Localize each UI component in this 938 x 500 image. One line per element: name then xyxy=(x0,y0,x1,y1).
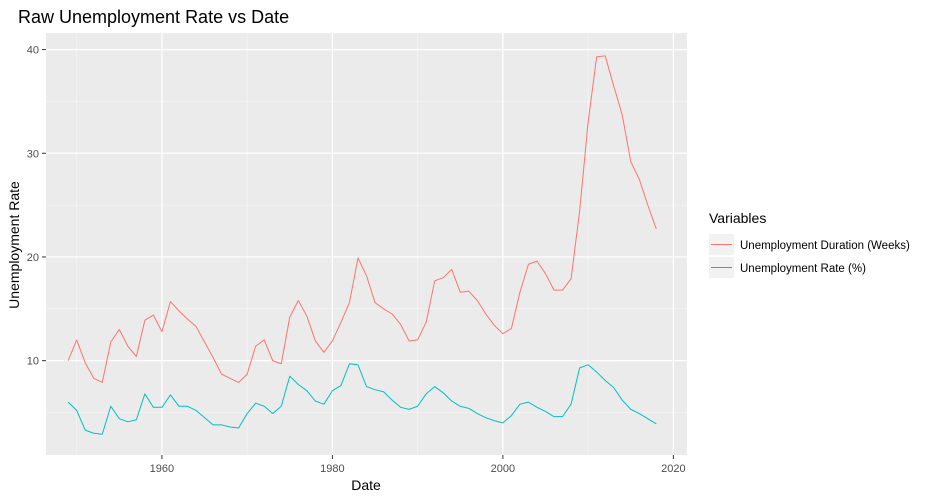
legend-title: Variables xyxy=(709,210,766,226)
y-tick-label: 40 xyxy=(27,45,39,57)
major-gridlines xyxy=(46,33,687,455)
chart-title: Raw Unemployment Rate vs Date xyxy=(18,7,289,27)
plot-panel xyxy=(46,33,687,455)
x-axis-title: Date xyxy=(351,477,381,493)
legend-label-rate: Unemployment Rate (%) xyxy=(740,263,866,275)
series-lines xyxy=(67,55,657,435)
series-line-duration xyxy=(67,55,657,383)
legend: Variables Unemployment Duration (Weeks) … xyxy=(709,210,910,278)
x-tick-label: 1980 xyxy=(320,463,344,475)
y-tick-label: 30 xyxy=(27,148,39,160)
x-tick-label: 1960 xyxy=(150,463,174,475)
series-line-rate xyxy=(67,363,657,435)
x-tick-label: 2000 xyxy=(491,463,515,475)
tick-labels: 1960 1980 2000 2020 10 20 30 40 xyxy=(27,45,686,475)
y-axis-title: Unemployment Rate xyxy=(6,181,22,309)
y-tick-label: 10 xyxy=(27,356,39,368)
legend-label-duration: Unemployment Duration (Weeks) xyxy=(740,240,910,252)
x-tick-label: 2020 xyxy=(661,463,685,475)
axis-ticks xyxy=(42,49,674,459)
y-tick-label: 20 xyxy=(27,252,39,264)
minor-gridlines xyxy=(46,33,687,455)
